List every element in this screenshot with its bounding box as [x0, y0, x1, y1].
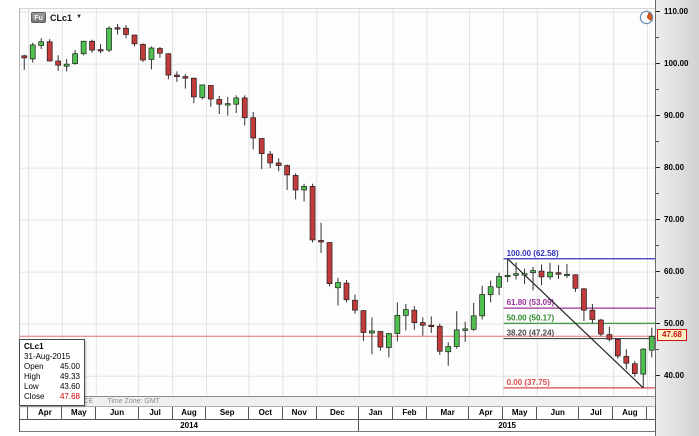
price-minor-tick-mark	[656, 141, 659, 143]
month-cell: Jun	[537, 407, 580, 419]
price-tick-label: 90.00	[664, 111, 685, 121]
candles-series[interactable]	[21, 24, 655, 388]
tooltip-symbol: CLc1	[24, 342, 44, 351]
price-tick-label: 100.00	[664, 59, 689, 69]
fib-level-0.00[interactable]: 0.00 (37.75)	[503, 378, 656, 389]
price-axis[interactable]: 47.68 110.00 100.00 90.00 80.00 70.00 60.00 50…	[655, 0, 699, 436]
month-cell: Apr	[28, 407, 63, 419]
month-cell	[20, 407, 29, 419]
year-cell: 2014	[20, 420, 360, 431]
price-tick-mark	[656, 375, 660, 377]
tooltip-open-row: Open 45.00	[24, 362, 80, 371]
svg-text:38.20 (47.24): 38.20 (47.24)	[507, 329, 555, 338]
clock-icon[interactable]	[640, 11, 653, 24]
month-cell: May	[503, 407, 538, 419]
price-tick-label: 80.00	[664, 163, 685, 173]
timezone-label: Time Zone: GMT	[107, 398, 160, 405]
tooltip-high-row: High 49.33	[24, 372, 80, 381]
fib-level-61.80[interactable]: 61.80 (53.09)	[503, 298, 656, 309]
month-cell: Feb	[393, 407, 427, 419]
chart-plot-area[interactable]: 100.00 (62.58) 61.80 (53.09) 50.00 (50.17)…	[19, 8, 656, 397]
price-tick-mark	[656, 219, 660, 221]
month-cell: Aug	[173, 407, 207, 419]
fib-level-50.00[interactable]: 50.00 (50.17)	[503, 313, 656, 324]
price-tick-mark	[656, 115, 660, 117]
svg-text:50.00 (50.17): 50.00 (50.17)	[507, 313, 555, 322]
year-cell: 2015	[359, 420, 656, 431]
time-axis-months[interactable]: Apr May Jun Jul Aug Sep Oct Nov Dec Jan Feb Mar Apr M…	[19, 407, 656, 420]
fib-retracement[interactable]: 100.00 (62.58) 61.80 (53.09) 50.00 (50.17)…	[503, 249, 656, 389]
fib-level-38.20[interactable]: 38.20 (47.24)	[503, 329, 656, 340]
last-price-badge: 47.68	[657, 329, 687, 342]
svg-text:0.00 (37.75): 0.00 (37.75)	[507, 378, 550, 387]
fib-level-100.00[interactable]: 100.00 (62.58)	[503, 249, 656, 260]
price-minor-tick-mark	[656, 245, 659, 247]
price-minor-tick-mark	[656, 349, 659, 351]
tooltip-date: 31-Aug-2015	[24, 352, 71, 361]
chevron-down-icon[interactable]: ▼	[76, 13, 82, 20]
month-cell: Jun	[96, 407, 139, 419]
svg-text:100.00 (62.58): 100.00 (62.58)	[507, 249, 559, 258]
month-cell: Mar	[427, 407, 470, 419]
gridlines	[20, 9, 656, 397]
candlestick-plot[interactable]: 100.00 (62.58) 61.80 (53.09) 50.00 (50.17)…	[20, 9, 656, 397]
price-tick-label: 70.00	[664, 215, 685, 225]
month-cell: Jul	[139, 407, 173, 419]
month-cell: Dec	[317, 407, 360, 419]
symbol-label: CLc1	[50, 12, 73, 23]
price-tick-label: 40.00	[664, 371, 685, 381]
month-cell: Apr	[469, 407, 504, 419]
month-cell: Jan	[359, 407, 393, 419]
price-tick-mark	[656, 167, 660, 169]
time-axis-years[interactable]: 2014 2015	[19, 420, 656, 432]
month-cell: May	[62, 407, 97, 419]
price-minor-tick-mark	[656, 37, 659, 39]
price-tick-mark	[656, 323, 660, 325]
price-tick-mark	[656, 63, 660, 65]
symbol-selector[interactable]: Fu CLc1 ▼	[31, 12, 82, 23]
trendline[interactable]	[507, 258, 644, 389]
price-tick-mark	[656, 11, 660, 13]
instrument-type-badge: Fu	[31, 12, 46, 23]
tooltip-low-row: Low 43.60	[24, 382, 80, 391]
price-minor-tick-mark	[656, 297, 659, 299]
month-cell: Sep	[206, 407, 249, 419]
month-cell	[647, 407, 656, 419]
month-cell: Aug	[613, 407, 648, 419]
price-tick-label: 50.00	[664, 319, 685, 329]
month-cell: Jul	[579, 407, 614, 419]
price-tick-label: 60.00	[664, 267, 685, 277]
price-minor-tick-mark	[656, 193, 659, 195]
price-minor-tick-mark	[656, 89, 659, 91]
month-cell: Nov	[283, 407, 317, 419]
ohlc-tooltip: CLc1 31-Aug-2015 Open 45.00 High 49.33 L…	[19, 339, 85, 406]
footer-strip: INDICATIVE PRICE Time Zone: GMT	[19, 396, 655, 407]
month-cell: Oct	[249, 407, 283, 419]
tooltip-close-row: Close 47.68	[24, 392, 80, 401]
price-tick-mark	[656, 271, 660, 273]
price-tick-label: 110.00	[664, 7, 689, 17]
svg-text:61.80 (53.09): 61.80 (53.09)	[507, 298, 555, 307]
